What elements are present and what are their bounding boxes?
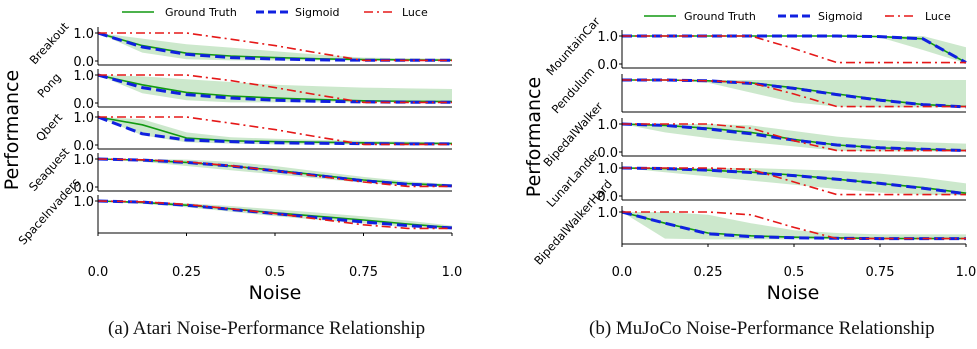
caption-mujoco: (b) MuJoCo Noise-Performance Relationshi… [589, 318, 935, 339]
y-tick-label: 0.0 [597, 58, 618, 73]
x-tick-label: 0.0 [88, 265, 109, 280]
panel-name-pong: Pong [34, 70, 63, 100]
band-mountaincar [622, 36, 966, 64]
x-tick-label: 0.0 [612, 265, 633, 280]
chart-atari: Ground Truth Sigmoid Luce1.00.0Breakout1.0… [1, 6, 462, 304]
x-tick-label: 0.75 [866, 265, 895, 280]
series-luce-breakout [98, 32, 452, 62]
series-luce-lunarlander [622, 167, 966, 196]
panel-name-mountaincar: MountainCar [543, 14, 603, 78]
y-tick-label: 0.0 [597, 146, 618, 161]
y-tick-label: 1.0 [73, 111, 94, 126]
series-ground-truth-pong [97, 74, 453, 103]
x-tick-label: 0.75 [349, 265, 378, 280]
series-luce-seaquest [97, 158, 452, 188]
y-tick-label: 1.0 [597, 118, 618, 133]
y-tick-label: 0.0 [73, 97, 94, 112]
series-luce-bipedalwalkerhard [622, 211, 966, 240]
panel-pong: 1.0 0.0 Pong [34, 69, 453, 112]
series-sigmoid-lunarlander [621, 166, 967, 196]
panel-name-breakout: Breakout [27, 19, 72, 67]
series-luce-mountaincar [622, 35, 966, 64]
y-tick-label: 0.0 [597, 190, 618, 205]
band-qbert [98, 117, 452, 145]
legend-label-ground-truth: Ground Truth [684, 10, 756, 23]
y-axis-label: Performance [523, 77, 545, 197]
x-tick-label: 0.25 [694, 265, 723, 280]
y-tick-label: 0.0 [73, 139, 94, 154]
panel-name-qbert: Qbert [33, 110, 66, 144]
series-sigmoid-mountaincar [622, 34, 967, 64]
legend-label-sigmoid: Sigmoid [295, 6, 340, 19]
y-tick-label: 0.0 [73, 55, 94, 70]
x-tick-label: 1.0 [956, 265, 977, 280]
x-tick-label: 0.5 [784, 265, 805, 280]
y-tick-label: 1.0 [73, 195, 94, 210]
panel-qbert: 1.0 0.0 Qbert [33, 110, 453, 154]
legend-label-sigmoid: Sigmoid [818, 10, 863, 23]
x-tick-label: 0.25 [172, 265, 201, 280]
y-tick-label: 0.0 [73, 181, 94, 196]
y-axis-label: Performance [1, 70, 23, 190]
x-tick-label: 0.5 [265, 265, 286, 280]
series-luce-bipedalwalker [622, 123, 966, 152]
x-tick-label: 1.0 [442, 265, 463, 280]
y-tick-label: 1.0 [73, 69, 94, 84]
series-luce-pendulum [622, 79, 966, 108]
series-luce-qbert [98, 116, 452, 146]
y-tick-label: 1.0 [597, 30, 618, 45]
y-tick-label: 1.0 [73, 27, 94, 42]
band-spaceinvaders [98, 201, 452, 229]
y-tick-label: 1.0 [73, 153, 94, 168]
legend-label-luce: Luce [925, 10, 951, 23]
series-sigmoid-pendulum [622, 78, 967, 109]
legend-label-luce: Luce [402, 6, 428, 19]
panel-name-spaceinvaders: SpaceInvaders [15, 175, 82, 247]
series-sigmoid-qbert [97, 115, 452, 146]
series-luce-spaceinvaders [97, 200, 452, 230]
series-luce-pong [98, 74, 452, 104]
series-sigmoid-breakout [97, 31, 452, 62]
caption-atari: (a) Atari Noise-Performance Relationship [108, 318, 426, 339]
y-tick-label: 1.0 [597, 162, 618, 177]
y-tick-label: 1.0 [597, 206, 618, 221]
series-sigmoid-pong [97, 73, 452, 104]
chart-mujoco: Ground Truth Sigmoid Luce1.00.0MountainCar… [523, 10, 976, 304]
x-axis-label: Noise [249, 282, 302, 304]
legend-label-ground-truth: Ground Truth [165, 6, 237, 19]
x-axis-label: Noise [767, 282, 820, 304]
band-bipedalwalker [622, 124, 966, 152]
